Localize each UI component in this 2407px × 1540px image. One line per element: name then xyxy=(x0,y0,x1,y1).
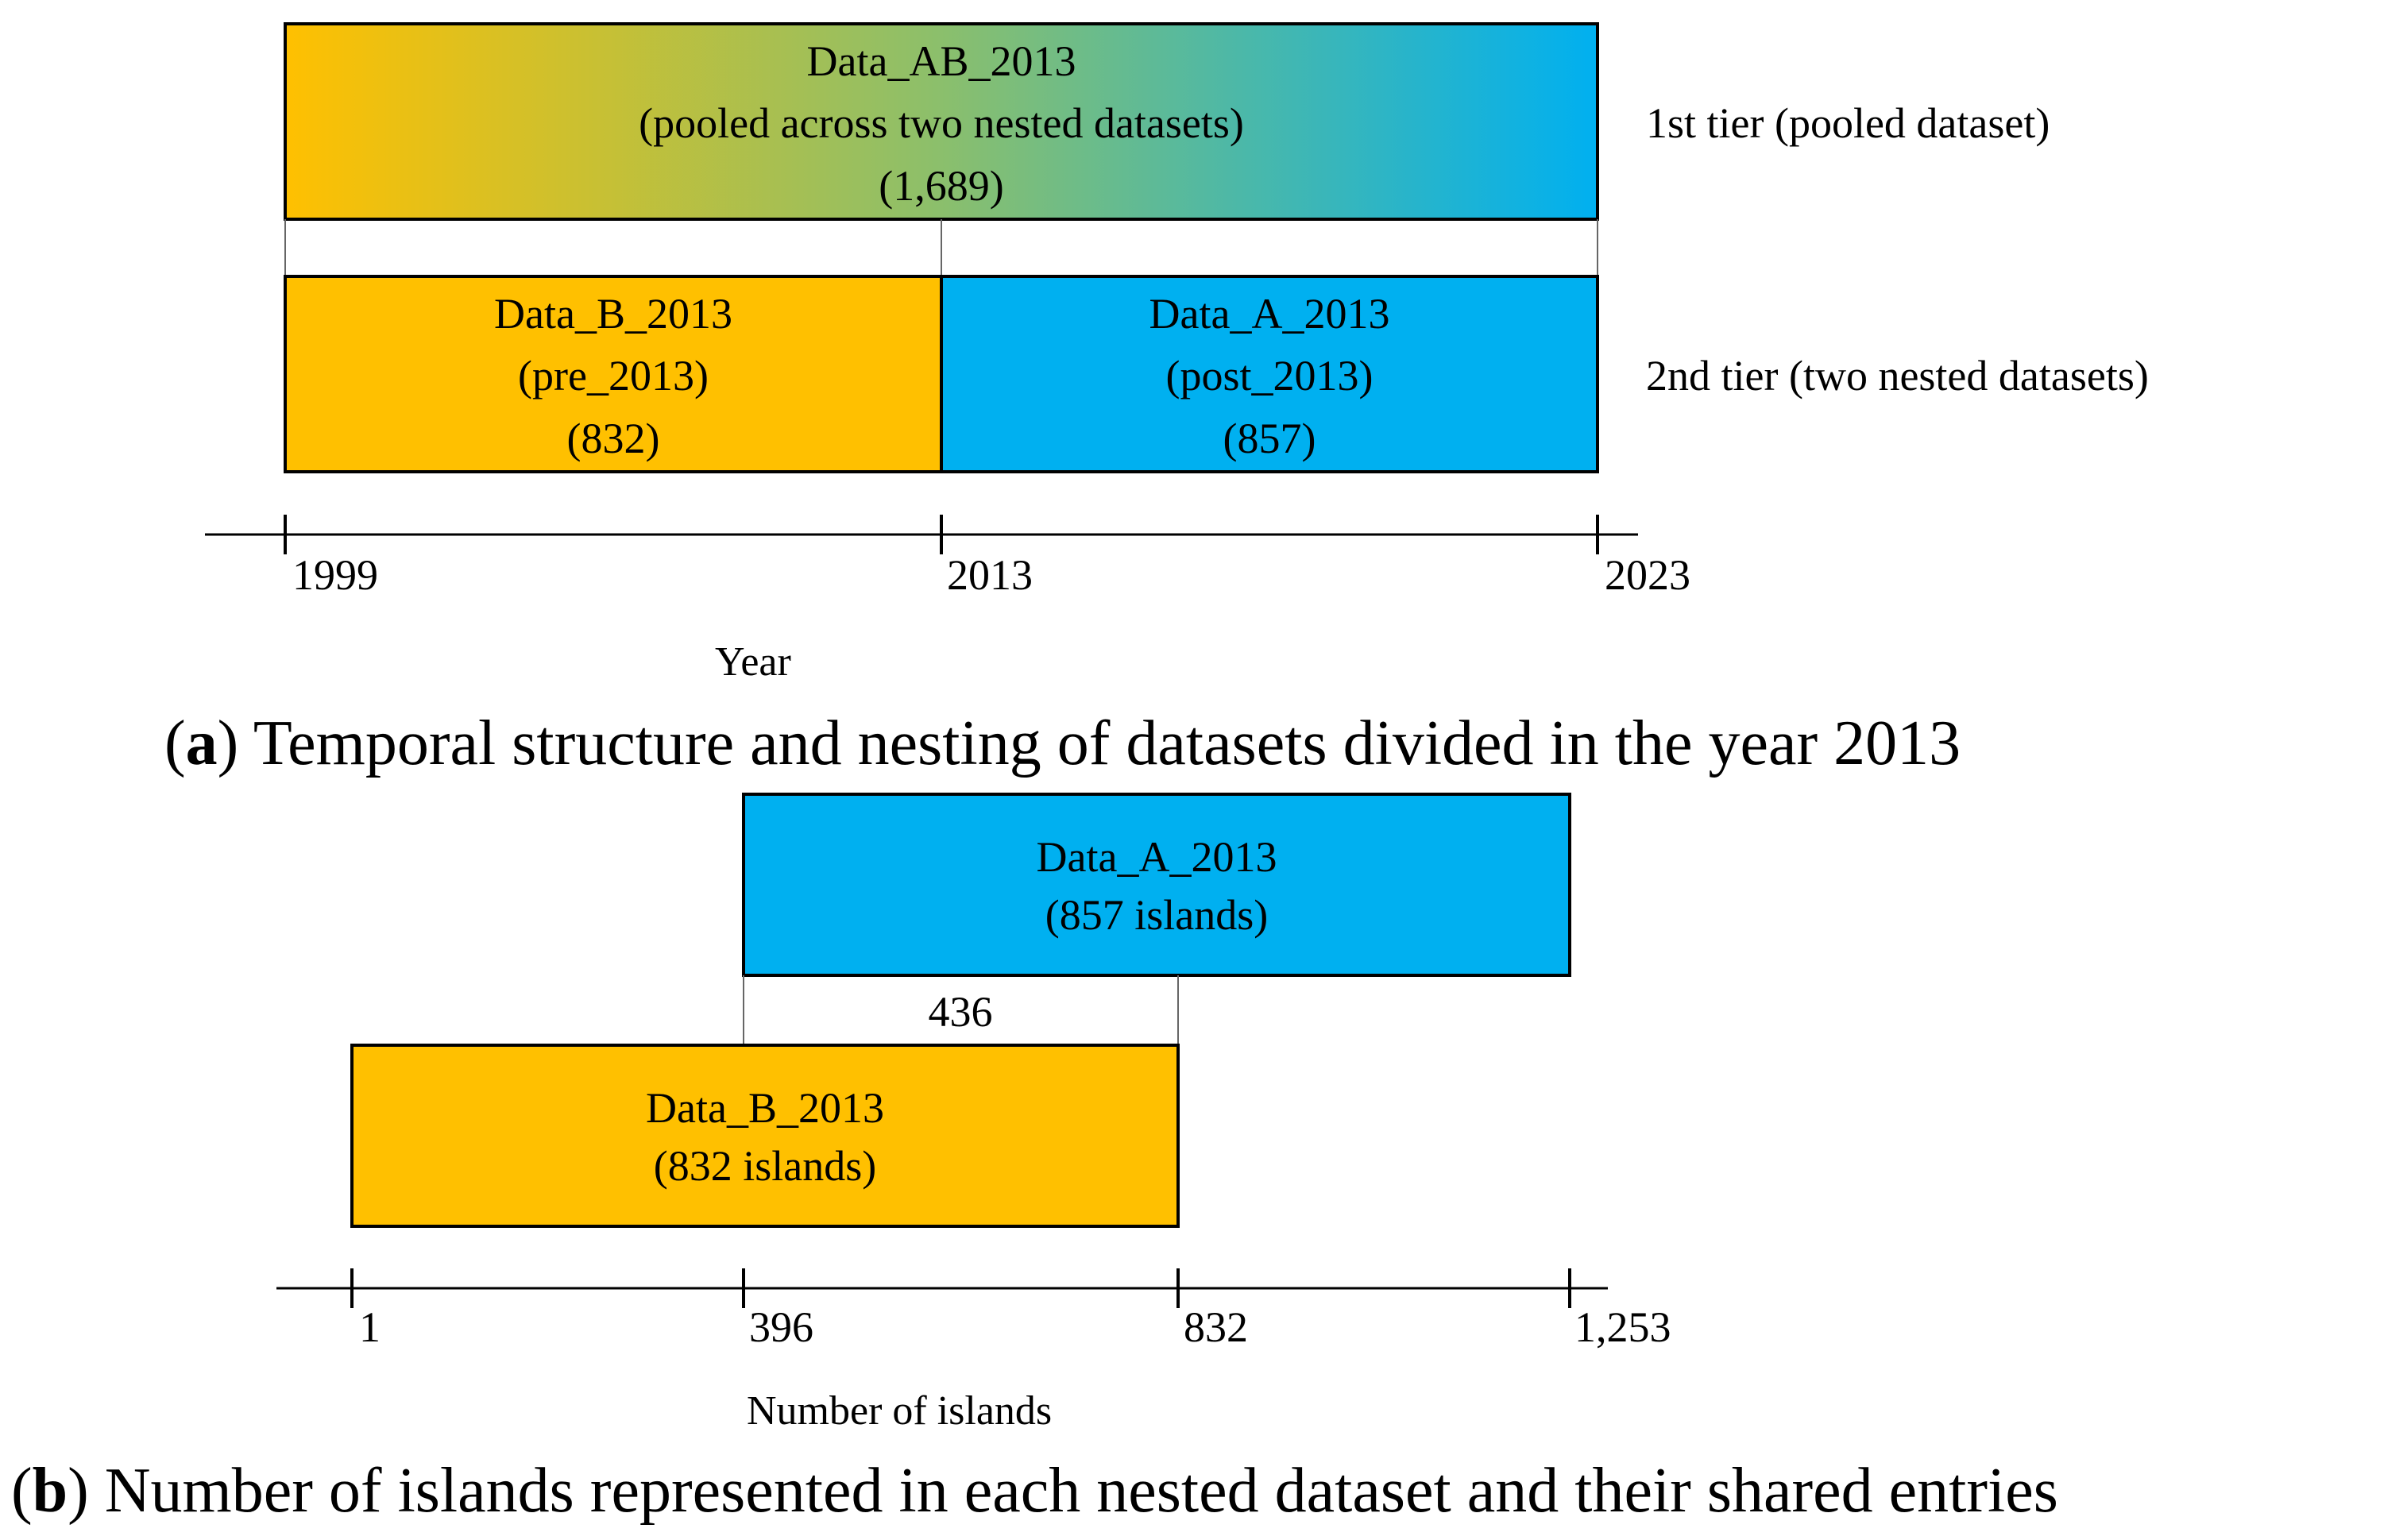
islands-tick-label: 1,253 xyxy=(1574,1303,1671,1351)
year-tick-label: 2023 xyxy=(1605,551,1690,599)
islands-a-name: Data_A_2013 xyxy=(1037,833,1277,881)
data-b-name: Data_B_2013 xyxy=(494,290,732,338)
pooled-box-name: Data_AB_2013 xyxy=(807,37,1076,85)
panel-b-caption: (b) Number of islands represented in eac… xyxy=(11,1456,2058,1526)
data-b-period: (pre_2013) xyxy=(518,352,709,399)
data-a-count: (857) xyxy=(1223,415,1316,462)
data-b-count: (832) xyxy=(567,415,660,462)
islands-axis-title: Number of islands xyxy=(747,1388,1052,1434)
islands-tick-label: 832 xyxy=(1184,1303,1248,1351)
tier1-label: 1st tier (pooled dataset) xyxy=(1646,99,2050,147)
panel-b: Data_A_2013 (857 islands) 436 Data_B_201… xyxy=(11,793,2058,1526)
islands-a-count: (857 islands) xyxy=(1045,891,1268,939)
islands-b-name: Data_B_2013 xyxy=(646,1084,884,1132)
panel-a: Data_AB_2013 (pooled across two nested d… xyxy=(164,22,2149,778)
data-b-box xyxy=(284,275,943,473)
year-tick-label: 2013 xyxy=(947,551,1033,599)
pooled-dataset-box xyxy=(284,22,1599,221)
data-a-box xyxy=(940,275,1599,473)
pooled-box-description: (pooled across two nested datasets) xyxy=(639,99,1244,147)
panel-a-caption: (a) Temporal structure and nesting of da… xyxy=(164,708,1961,778)
data-b-islands-box xyxy=(350,1044,1180,1228)
islands-b-count: (832 islands) xyxy=(654,1142,876,1190)
islands-tick-label: 396 xyxy=(749,1303,813,1351)
tier2-label: 2nd tier (two nested datasets) xyxy=(1646,352,2149,399)
islands-tick-label: 1 xyxy=(359,1303,381,1351)
panel-a-letter: a xyxy=(186,708,218,778)
shared-islands-count: 436 xyxy=(929,988,993,1036)
data-a-name: Data_A_2013 xyxy=(1149,290,1390,338)
year-axis-title: Year xyxy=(715,639,791,685)
year-tick-label: 1999 xyxy=(292,551,378,599)
data-a-period: (post_2013) xyxy=(1166,352,1373,399)
panel-b-letter: b xyxy=(33,1456,68,1526)
pooled-box-count: (1,689) xyxy=(879,162,1003,210)
data-a-islands-box xyxy=(742,793,1571,977)
